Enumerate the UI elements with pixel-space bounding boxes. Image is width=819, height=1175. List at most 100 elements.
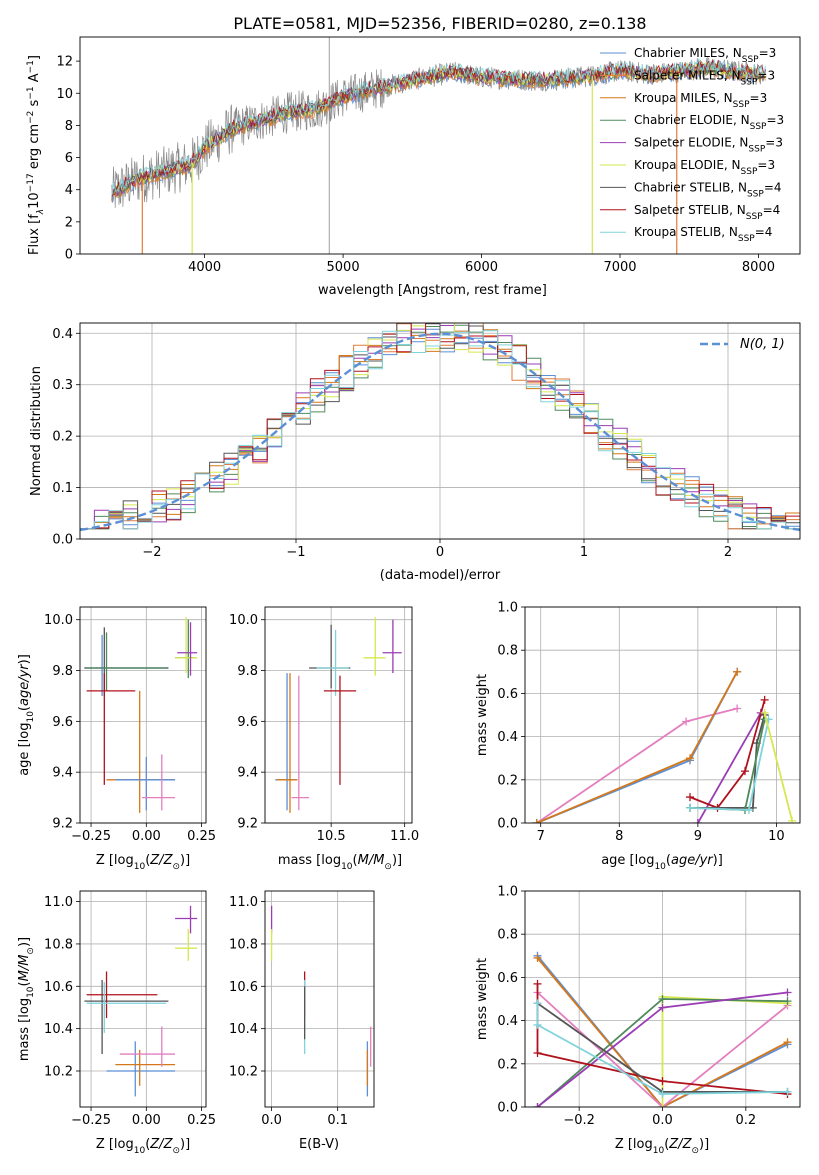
- text-span: (: [145, 853, 150, 868]
- axes-age_vs_Z: −0.25 0.00 0.259.29.49.69.810.0Z [log10(Z/…: [17, 606, 216, 872]
- x-tick-label: 0.00: [132, 1113, 161, 1128]
- text-span: )]: [392, 853, 402, 868]
- y-tick-label: 0.0: [52, 533, 73, 548]
- y-tick-label: 0.8: [497, 928, 518, 943]
- y-tick-label: 10.6: [229, 980, 258, 995]
- x-tick-label: 0: [436, 545, 444, 560]
- residual-histogram: [80, 323, 800, 530]
- text-span: ⊙: [26, 947, 36, 955]
- weight-marker: [658, 1077, 667, 1086]
- x-axis-label: Z [log10(Z/Z⊙)]: [96, 1137, 190, 1156]
- text-span: 10: [27, 192, 42, 209]
- y-tick-label: 12: [56, 55, 73, 70]
- weight-marker: [788, 816, 797, 823]
- y-tick-label: 9.8: [52, 664, 73, 679]
- weight-marker: [533, 999, 542, 1008]
- text-span: −2: [26, 111, 36, 124]
- y-tick-label: 0.4: [497, 730, 518, 745]
- y-axis-label: mass [log10(M/M⊙)]: [17, 937, 36, 1061]
- y-tick-label: 10.0: [44, 613, 73, 628]
- plot-area: [270, 905, 372, 1097]
- x-tick-label: 0.1: [327, 1113, 348, 1128]
- y-tick-label: 0.2: [497, 773, 518, 788]
- text-span: wavelength [Angstrom, rest frame]: [318, 283, 547, 298]
- text-span: age/yr: [671, 853, 714, 868]
- x-tick-label: 8: [615, 829, 623, 844]
- model-spectrum-line: [111, 58, 766, 196]
- axes-frame: [524, 890, 801, 1108]
- x-tick-label: 2: [724, 545, 732, 560]
- weight-marker: [783, 1038, 792, 1047]
- text-span: =3: [765, 136, 783, 150]
- weight-marker: [783, 1087, 792, 1096]
- weight-marker: [533, 1049, 542, 1057]
- weight-line: [536, 957, 788, 1107]
- y-tick-label: 10: [56, 87, 73, 102]
- text-span: Flux [f: [27, 214, 42, 255]
- legend-label: Kroupa MILES, NSSP=3: [634, 91, 767, 110]
- text-span: age/yr: [17, 663, 32, 706]
- y-tick-label: 0: [65, 248, 73, 263]
- text-span: λ: [36, 209, 46, 215]
- weight-line: [689, 699, 766, 809]
- x-tick-label: 0.25: [187, 1113, 216, 1128]
- y-tick-label: 0.8: [497, 644, 518, 659]
- text-span: ]: [27, 55, 42, 60]
- x-axis-label: mass [log10(M/M⊙)]: [278, 853, 402, 872]
- x-tick-label: 8000: [742, 260, 775, 275]
- weight-marker: [533, 979, 542, 988]
- x-tick-label: 0.0: [261, 1113, 282, 1128]
- y-tick-label: 9.2: [52, 817, 73, 832]
- weight-marker: [658, 995, 667, 1003]
- text-span: =3: [757, 68, 775, 82]
- x-axis-label: (data-model)/error: [380, 568, 501, 583]
- text-span: SSP: [741, 77, 758, 87]
- text-span: −1: [26, 60, 36, 73]
- text-span: mass [log: [17, 998, 32, 1061]
- weight-marker: [533, 1020, 542, 1029]
- text-span: Z/Z: [149, 853, 173, 868]
- text-span: SSP: [746, 212, 763, 222]
- text-span: ⊙: [384, 862, 392, 872]
- text-span: Chabrier STELIB, N: [634, 180, 747, 194]
- y-tick-label: 0.0: [497, 817, 518, 832]
- weight-marker: [686, 803, 694, 812]
- grid: [80, 323, 800, 540]
- text-span: 10: [134, 862, 146, 872]
- legend-label: Salpeter MILES, NSSP=3: [634, 68, 775, 87]
- weight-marker: [741, 767, 749, 776]
- axes-frame: [264, 890, 375, 1108]
- y-tick-label: 1.0: [497, 601, 518, 616]
- text-span: (: [664, 1137, 669, 1152]
- text-span: =4: [763, 203, 781, 217]
- y-tick-label: 10.8: [229, 937, 258, 952]
- text-span: 10: [341, 862, 353, 872]
- x-tick-label: −0.25: [71, 1113, 111, 1128]
- weight-line: [536, 671, 738, 823]
- weight-marker: [693, 819, 702, 823]
- x-tick-label: 0.2: [735, 1113, 756, 1128]
- text-span: (: [17, 706, 32, 711]
- weight-line: [536, 991, 789, 1107]
- axes-frame: [524, 606, 801, 824]
- weight-marker: [733, 704, 742, 713]
- legend-label: N(0, 1): [740, 337, 785, 352]
- plot-area: [80, 323, 800, 532]
- weight-marker: [658, 1003, 667, 1012]
- x-axis-label: Z [log10(Z/Z⊙)]: [615, 1137, 709, 1156]
- text-span: Kroupa STELIB, N: [634, 225, 738, 239]
- x-tick-label: 4000: [188, 260, 221, 275]
- text-span: erg cm: [27, 124, 42, 173]
- text-span: Chabrier ELODIE, N: [634, 113, 750, 127]
- figure-title: PLATE=0581, MJD=52356, FIBERID=0280, z=0…: [233, 14, 646, 33]
- x-tick-label: 1: [580, 545, 588, 560]
- weight-marker: [760, 695, 769, 704]
- axes-frame: [79, 606, 207, 824]
- text-span: Salpeter ELODIE, N: [634, 136, 748, 150]
- grid: [80, 607, 206, 824]
- y-tick-label: 10.6: [44, 980, 73, 995]
- text-span: −1: [26, 86, 36, 99]
